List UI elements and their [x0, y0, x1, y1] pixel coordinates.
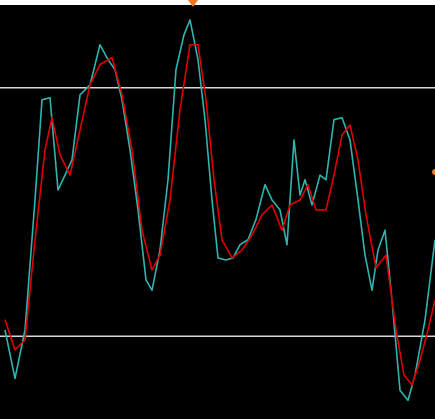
series-line — [4, 43, 435, 386]
marker — [188, 0, 198, 7]
series-line — [4, 19, 435, 402]
marker — [432, 169, 435, 175]
